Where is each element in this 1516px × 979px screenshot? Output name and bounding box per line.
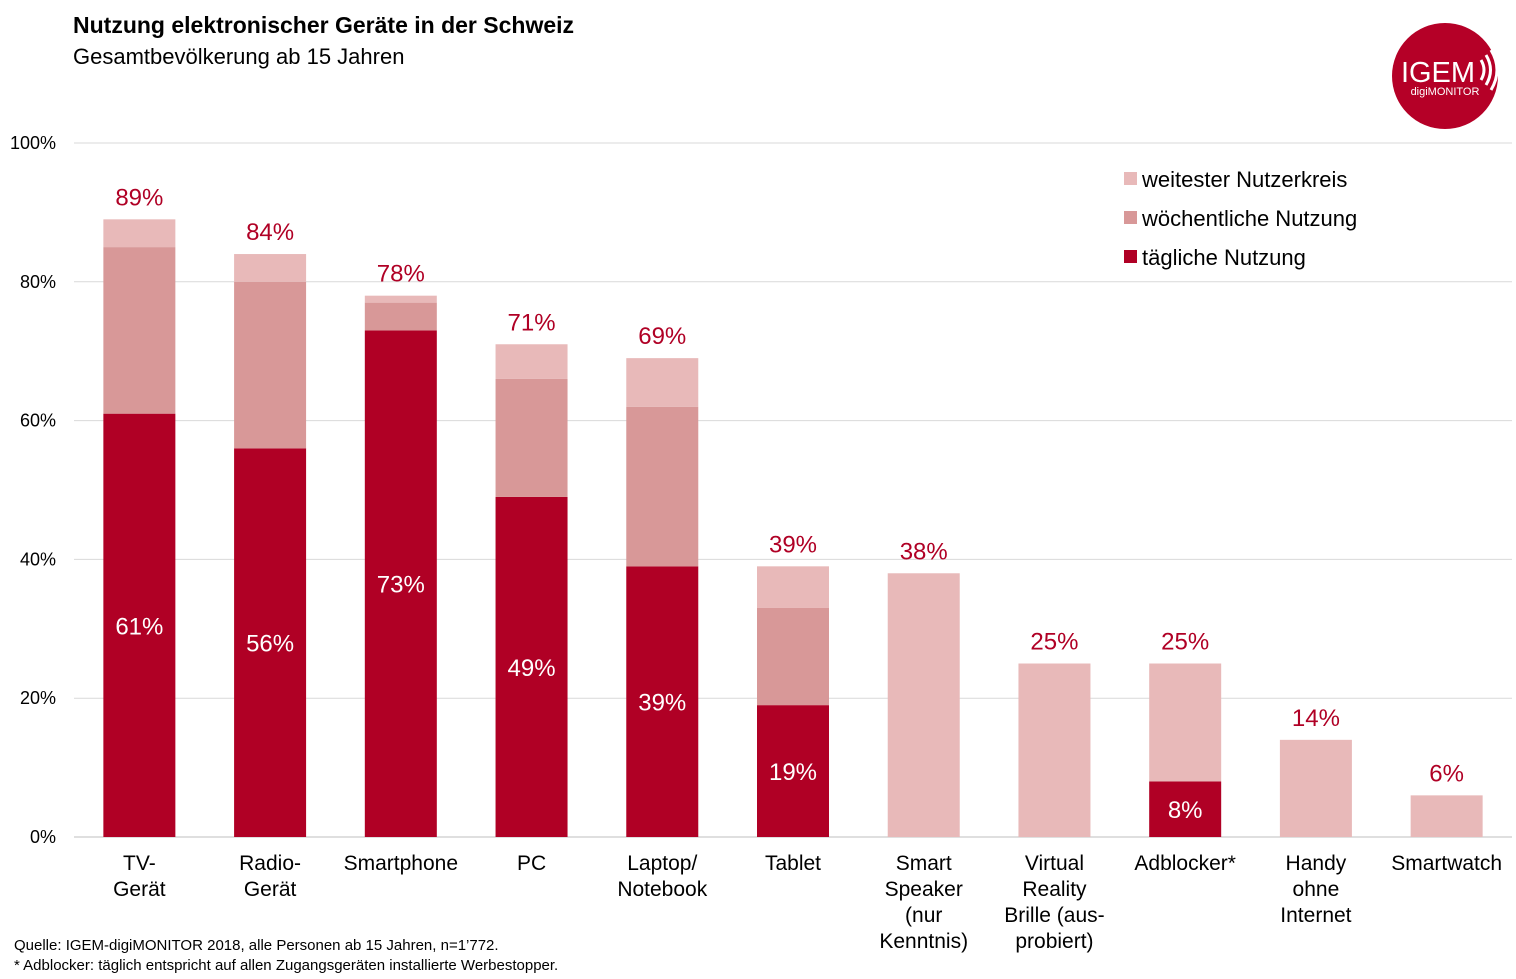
chart-subtitle: Gesamtbevölkerung ab 15 Jahren (73, 44, 405, 69)
category-label: Smartphone (344, 852, 458, 875)
igem-logo: IGEM digiMONITOR (1392, 23, 1499, 129)
total-label: 84% (246, 219, 294, 246)
adblocker-note: * Adblocker: täglich entspricht auf alle… (14, 957, 559, 974)
bar-segment (757, 705, 829, 837)
category-label: TV- (123, 852, 156, 875)
y-tick-label: 100% (10, 133, 56, 153)
total-label: 25% (1030, 629, 1078, 656)
legend-label: weitester Nutzerkreis (1141, 167, 1347, 192)
bar-segment (495, 344, 568, 379)
daily-label: 19% (769, 759, 817, 786)
daily-label: 39% (638, 690, 686, 717)
category-label: Radio- (239, 852, 301, 875)
total-label: 14% (1292, 705, 1340, 732)
chart-title: Nutzung elektronischer Geräte in der Sch… (73, 12, 575, 38)
bar-segment (1018, 663, 1091, 837)
category-label: Notebook (617, 878, 707, 901)
logo-wave-2 (1484, 54, 1492, 86)
bar-segment (495, 496, 568, 837)
total-label: 25% (1161, 629, 1209, 656)
total-label: 89% (115, 184, 163, 211)
category-label: Reality (1022, 878, 1087, 901)
total-label: 39% (769, 531, 817, 558)
total-label: 71% (508, 309, 556, 336)
total-label: 6% (1429, 760, 1464, 787)
bar-segment (103, 247, 176, 414)
category-label: Speaker (885, 878, 963, 901)
y-tick-label: 0% (30, 827, 56, 847)
bar-segment (103, 413, 176, 837)
y-tick-label: 20% (20, 688, 56, 708)
category-label: Adblocker* (1134, 852, 1236, 875)
category-label: Brille (aus- (1004, 904, 1104, 927)
category-label: Virtual (1025, 852, 1084, 875)
category-label: Gerät (244, 878, 297, 901)
bar-segment (626, 566, 699, 837)
y-tick-label: 60% (20, 411, 56, 431)
category-label: ohne (1293, 878, 1340, 901)
bar-segment (234, 281, 307, 449)
bar-segment (103, 219, 176, 248)
category-label: PC (517, 852, 546, 875)
category-label: Internet (1280, 904, 1351, 927)
total-label: 38% (900, 538, 948, 565)
bar-segment (626, 358, 699, 407)
y-tick-label: 40% (20, 549, 56, 569)
bar-segment (1149, 781, 1222, 837)
total-label: 69% (638, 323, 686, 350)
bar-segment (1149, 663, 1222, 782)
legend-label: wöchentliche Nutzung (1141, 206, 1357, 231)
bar-segment (364, 302, 437, 331)
category-label: Smartwatch (1391, 852, 1502, 875)
daily-label: 49% (508, 655, 556, 682)
legend-swatch (1124, 250, 1137, 263)
source-note: Quelle: IGEM-digiMONITOR 2018, alle Pers… (14, 937, 499, 954)
category-label: probiert) (1015, 930, 1093, 953)
category-label: Laptop/ (627, 852, 697, 875)
bar-segment (1410, 795, 1483, 837)
bar-segment (757, 607, 829, 706)
y-tick-label: 80% (20, 272, 56, 292)
legend-swatch (1124, 172, 1137, 185)
bar-segment (364, 295, 437, 303)
logo-sub-text: digiMONITOR (1411, 86, 1480, 98)
total-label: 78% (377, 261, 425, 288)
bar-segment (1279, 739, 1352, 837)
category-label: Handy (1286, 852, 1347, 875)
bar-segment (757, 566, 829, 608)
category-label: Gerät (113, 878, 166, 901)
legend-label: tägliche Nutzung (1142, 245, 1306, 270)
bar-segment (887, 573, 960, 837)
bar-segment (234, 254, 307, 282)
daily-label: 61% (115, 613, 163, 640)
legend-swatch (1124, 211, 1137, 224)
logo-main-text: IGEM (1401, 57, 1475, 89)
bar-segment (234, 448, 307, 837)
category-label: (nur (905, 904, 942, 927)
category-label: Tablet (765, 852, 821, 875)
daily-label: 73% (377, 572, 425, 599)
logo-wave-3 (1489, 49, 1499, 91)
category-label: Kenntnis) (879, 930, 968, 953)
category-label: Smart (896, 852, 952, 875)
bar-segment (495, 378, 568, 497)
bar-segment (626, 406, 699, 567)
daily-label: 8% (1168, 797, 1203, 824)
bar-segment (364, 330, 437, 837)
logo-circle (1392, 23, 1498, 129)
daily-label: 56% (246, 631, 294, 658)
logo-wave-1 (1479, 59, 1486, 81)
